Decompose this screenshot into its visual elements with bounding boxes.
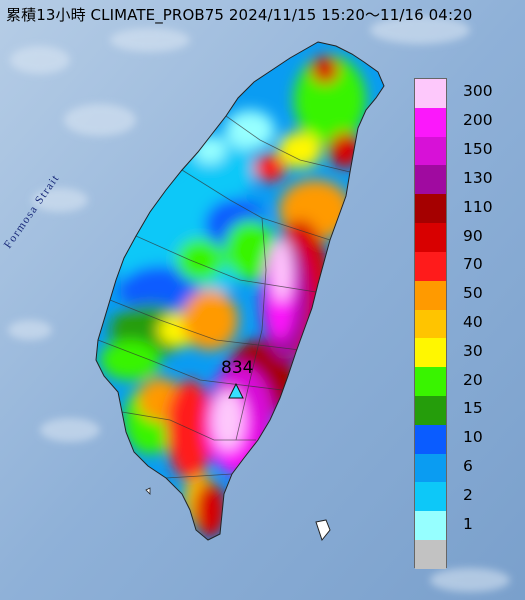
- peak-value: 834: [221, 358, 254, 378]
- legend-label: 70: [463, 255, 483, 274]
- legend-swatch: [415, 251, 446, 281]
- legend-swatch: [415, 194, 446, 224]
- legend-label: 2: [463, 485, 473, 504]
- legend-label: 90: [463, 226, 483, 245]
- legend-swatch: [415, 107, 446, 137]
- legend-swatch: [415, 540, 446, 569]
- legend-colorbar: [414, 78, 447, 569]
- legend-label: 10: [463, 428, 483, 447]
- legend-label: 30: [463, 341, 483, 360]
- legend-swatch: [415, 280, 446, 310]
- map-title: 累積13小時 CLIMATE_PROB75 2024/11/15 15:20～1…: [6, 6, 473, 24]
- islet: [145, 487, 151, 495]
- legend-label: 200: [463, 111, 493, 130]
- legend-label: 110: [463, 197, 493, 216]
- legend-label: 1: [463, 514, 473, 533]
- legend-label: 150: [463, 140, 493, 159]
- green-island: [315, 519, 331, 542]
- legend-swatch: [415, 482, 446, 512]
- peak-marker-icon: [228, 382, 244, 399]
- legend-swatch: [415, 367, 446, 396]
- legend-swatch: [415, 136, 446, 166]
- legend-label: 50: [463, 284, 483, 303]
- legend-swatch: [415, 223, 446, 252]
- legend-swatch: [415, 424, 446, 454]
- legend-label: 20: [463, 370, 483, 389]
- legend-swatch: [415, 309, 446, 339]
- legend-swatch: [415, 511, 446, 540]
- legend-swatch: [415, 338, 446, 368]
- legend-label: 130: [463, 168, 493, 187]
- legend-swatch: [415, 79, 446, 108]
- legend-label: 6: [463, 457, 473, 476]
- legend-swatch: [415, 453, 446, 483]
- legend-label: 40: [463, 313, 483, 331]
- taiwan-coastline: [95, 41, 385, 541]
- legend-label: 15: [463, 399, 483, 418]
- county-boundaries: [97, 115, 351, 479]
- legend-label: 300: [463, 82, 493, 101]
- legend-swatch: [415, 395, 446, 425]
- legend-swatch: [415, 165, 446, 195]
- sea-texture: [8, 16, 510, 592]
